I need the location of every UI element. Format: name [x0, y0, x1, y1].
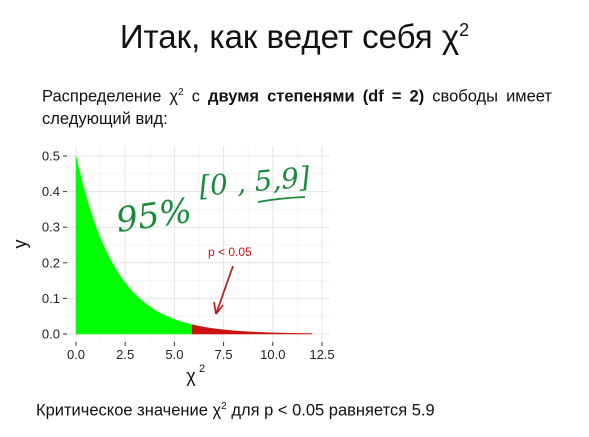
y-tick-label: 0.4 — [42, 184, 60, 199]
critical-value-text: Критическое значение χ2 для p < 0.05 рав… — [36, 401, 435, 421]
x-tick-label: 0.0 — [67, 347, 85, 362]
x-tick-label: 12.5 — [309, 347, 334, 362]
p-value-label: p < 0.05 — [208, 245, 252, 259]
y-tick-label: 0.0 — [42, 327, 60, 342]
y-tick-label: 0.3 — [42, 220, 60, 235]
footer-text-1: Критическое значение χ — [36, 402, 221, 420]
y-tick-label: 0.5 — [42, 149, 60, 164]
x-tick-label: 10.0 — [260, 347, 285, 362]
x-axis-title: χ — [186, 366, 196, 386]
x-axis-title-superscript: 2 — [199, 363, 205, 375]
y-tick-label: 0.2 — [42, 255, 60, 270]
y-axis-title: y — [10, 240, 30, 249]
x-tick-label: 2.5 — [116, 347, 134, 362]
x-tick-label: 7.5 — [215, 347, 233, 362]
footer-text-2: для p < 0.05 равняется 5.9 — [227, 402, 435, 420]
y-tick-label: 0.1 — [42, 291, 60, 306]
x-tick-label: 5.0 — [165, 347, 183, 362]
